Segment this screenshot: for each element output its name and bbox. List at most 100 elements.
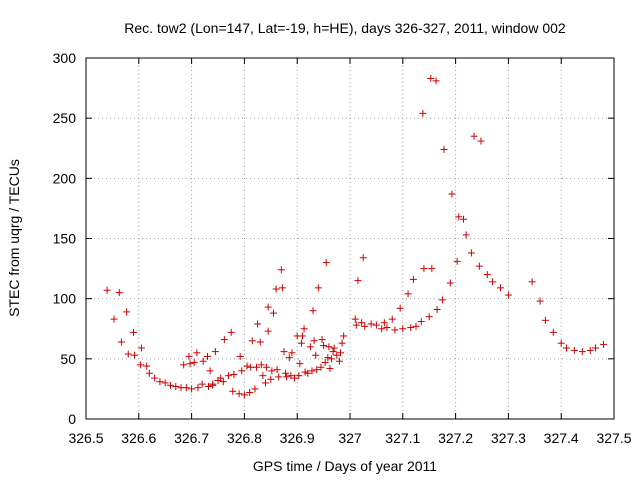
data-point — [354, 277, 362, 285]
axis-ticks: 326.5 326.6 326.7 326.8 326.9 327 327.1 327.2 32… — [53, 50, 632, 446]
data-point — [308, 367, 316, 375]
y-tick-label: 0 — [68, 411, 76, 427]
data-point — [235, 390, 243, 398]
data-point — [282, 369, 290, 377]
x-tick-label: 327 — [338, 430, 362, 446]
data-point — [166, 381, 174, 389]
data-point — [309, 307, 317, 315]
data-point — [549, 328, 557, 336]
data-point — [462, 231, 470, 239]
data-point — [217, 374, 225, 382]
data-point — [351, 315, 359, 323]
data-point — [123, 308, 131, 316]
y-tick-label: 100 — [53, 291, 77, 307]
data-point — [136, 361, 144, 369]
data-point — [287, 372, 295, 380]
data-point — [263, 363, 271, 371]
x-tick-label: 326.9 — [280, 430, 315, 446]
x-tick-label: 326.8 — [227, 430, 262, 446]
data-point — [172, 383, 180, 391]
data-point — [272, 285, 280, 293]
data-point — [438, 296, 446, 304]
data-point — [446, 279, 454, 287]
data-point — [326, 364, 334, 372]
data-point — [320, 342, 328, 350]
data-point — [306, 343, 314, 351]
data-point — [372, 321, 380, 329]
data-point — [322, 259, 330, 267]
x-tick-label: 326.6 — [121, 430, 156, 446]
data-point — [295, 372, 303, 380]
data-point — [230, 370, 238, 378]
data-point — [277, 266, 285, 274]
data-point — [182, 384, 190, 392]
y-axis-label: STEC from uqrg / TECUs — [6, 159, 22, 317]
data-point — [557, 339, 565, 347]
x-tick-label: 326.5 — [68, 430, 103, 446]
data-point — [428, 265, 436, 273]
data-point — [137, 344, 145, 352]
y-tick-label: 50 — [60, 351, 76, 367]
data-point — [251, 385, 259, 393]
data-point — [570, 346, 578, 354]
x-axis-label: GPS time / Days of year 2011 — [253, 458, 437, 474]
data-point — [194, 384, 202, 392]
data-point — [433, 305, 441, 313]
y-tick-label: 200 — [53, 170, 77, 186]
data-point — [467, 249, 475, 257]
data-point — [220, 336, 228, 344]
data-point — [321, 358, 329, 366]
data-point — [489, 278, 497, 286]
data-point — [211, 348, 219, 356]
data-point — [130, 328, 138, 336]
data-point — [455, 213, 463, 221]
data-point — [336, 349, 344, 357]
data-point — [103, 286, 111, 294]
data-point — [264, 327, 272, 335]
data-point — [304, 369, 312, 377]
data-points — [103, 74, 607, 399]
data-point — [283, 373, 291, 381]
data-point — [310, 337, 318, 345]
data-point — [280, 348, 288, 356]
data-point — [296, 360, 304, 368]
data-point — [333, 351, 341, 359]
data-point — [578, 348, 586, 356]
data-point — [238, 367, 246, 375]
data-point — [145, 369, 153, 377]
data-point — [358, 319, 366, 327]
data-point — [151, 374, 159, 382]
data-point — [496, 284, 504, 292]
data-point — [361, 322, 369, 330]
data-point — [297, 339, 305, 347]
data-point — [314, 284, 322, 292]
data-point — [599, 340, 607, 348]
data-point — [359, 254, 367, 262]
data-point — [378, 325, 386, 333]
data-point — [124, 350, 132, 358]
data-point — [264, 303, 272, 311]
data-point — [275, 373, 283, 381]
data-point — [317, 363, 325, 371]
data-point — [483, 271, 491, 279]
data-point — [161, 379, 169, 387]
data-point — [185, 352, 193, 360]
data-point — [404, 290, 412, 298]
data-point — [367, 320, 375, 328]
data-point — [391, 326, 399, 334]
data-point — [335, 357, 343, 365]
data-point — [432, 77, 440, 85]
data-point — [288, 349, 296, 357]
data-point — [246, 389, 254, 397]
grid-lines — [86, 58, 614, 419]
y-tick-label: 250 — [53, 110, 77, 126]
data-point — [204, 383, 212, 391]
data-point — [248, 337, 256, 345]
data-point — [448, 190, 456, 198]
data-point — [541, 316, 549, 324]
data-point — [267, 375, 275, 383]
data-point — [562, 344, 570, 352]
data-point — [236, 352, 244, 360]
data-point — [504, 291, 512, 299]
